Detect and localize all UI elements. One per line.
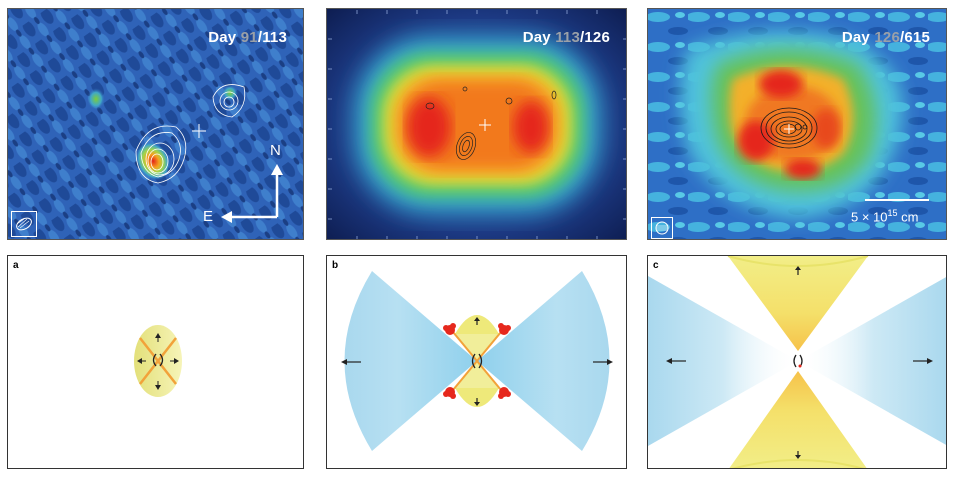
radio-map-1 [8,9,303,239]
jet-east [477,271,610,451]
central-source-icon [152,353,164,367]
beam-icon [651,217,673,239]
central-source-icon [471,353,483,369]
expansion-arrows [341,317,613,406]
center-cross [479,119,491,131]
day-label: Day 91/113 [208,29,287,46]
image-panel-day-126: Day 126/615 5 × 1015 cm [647,8,947,240]
center-cross [192,124,206,138]
schematic-diagram-c [648,256,946,468]
emission-peak [135,141,171,181]
schematic-c: c [647,255,947,469]
emission-peak-west [407,97,451,157]
center-cross [784,124,794,134]
beam-icon [11,211,37,237]
torus-north [728,256,868,351]
radio-map-2 [327,9,626,239]
jet-west [344,271,477,451]
compass-arrows [221,164,283,223]
contour-lines [135,84,246,184]
emission-peak-north [759,70,803,98]
axis-ticks [328,10,626,239]
schematic-b: b [326,255,627,469]
schematic-diagram-a [134,325,182,397]
compass-north-label: N [270,142,281,159]
compass-east-label: E [203,208,214,225]
schematic-a: a [7,255,304,469]
radio-map-3 [648,9,946,239]
torus-cross [139,337,177,385]
torus-edges [452,331,502,391]
schematic-label: b [332,260,339,271]
shock-knots [443,323,511,399]
schematic-label: a [13,260,19,271]
day-label: Day 113/126 [522,29,610,46]
image-panel-day-113: Day 113/126 [326,8,627,240]
expansion-arrows [137,333,179,390]
expansion-arrows [666,266,933,459]
day-label: Day 126/615 [841,29,930,46]
image-panel-day-91: Day 91/113 N E [7,8,304,240]
schematic-diagram-b [341,271,613,451]
scale-bar-label: 5 × 1015 cm [851,208,919,225]
jet-east [798,277,946,445]
jet-west [648,276,798,446]
contour-lines [425,86,557,160]
emission-knot [87,88,105,110]
contour-lines [760,107,818,149]
emission-peak-east [513,101,549,153]
schematic-label: c [653,260,659,271]
torus-south [729,371,867,468]
